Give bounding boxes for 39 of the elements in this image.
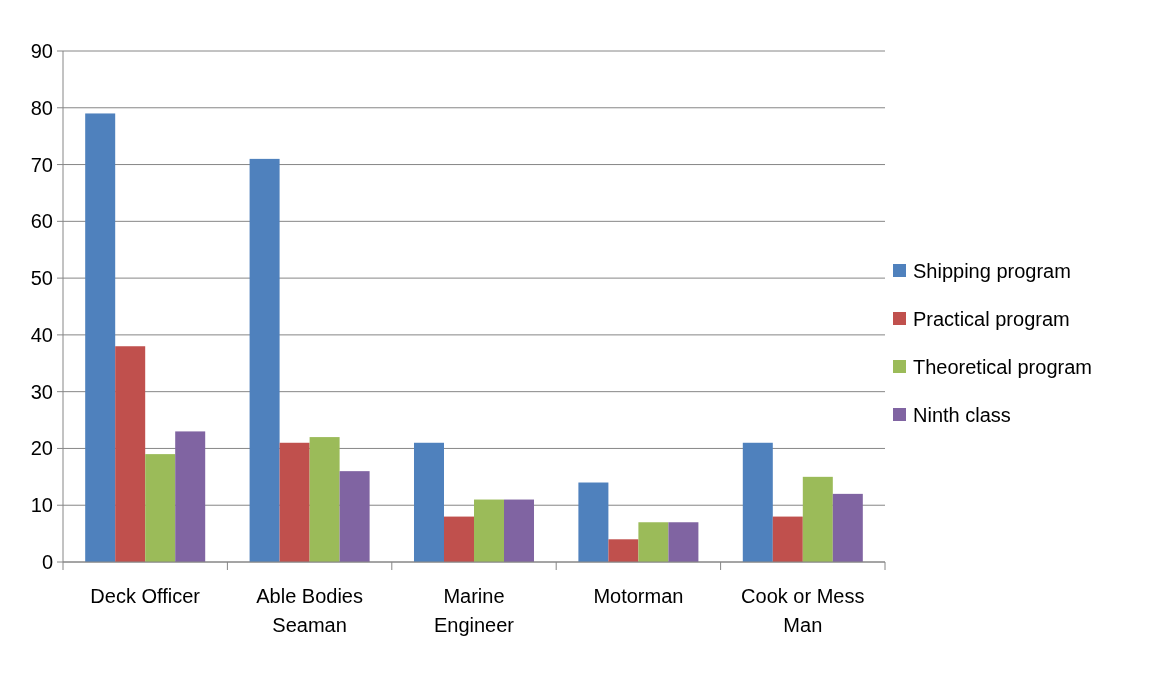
bar: [474, 499, 504, 562]
bar: [175, 431, 206, 562]
bar: [115, 346, 146, 562]
legend-label: Practical program: [913, 308, 1070, 330]
y-tick-label: 90: [30, 40, 53, 62]
bar: [742, 442, 773, 562]
bar: [608, 539, 639, 562]
bar: [339, 471, 370, 562]
y-tick-label: 80: [30, 96, 53, 119]
bar: [504, 499, 535, 562]
x-tick-label: Motorman: [593, 585, 684, 607]
bar: [413, 442, 444, 562]
bar: [145, 454, 176, 562]
x-tick-label: Cook or Mess Man: [741, 585, 865, 636]
bar: [638, 522, 669, 562]
x-tick-label: Marine Engineer: [433, 585, 515, 636]
bar: [772, 516, 803, 562]
bar: [85, 113, 116, 562]
bar: [279, 442, 310, 562]
legend-label: Theoretical program: [913, 356, 1092, 378]
bar: [668, 522, 699, 562]
x-tick-label: Deck Officer: [90, 585, 201, 607]
y-tick-label: 50: [30, 267, 53, 290]
bar: [249, 158, 280, 562]
y-tick-label: 20: [30, 437, 53, 460]
bar: [444, 516, 474, 562]
y-tick-label: 40: [30, 323, 53, 346]
bar: [309, 437, 340, 562]
x-tick-label: Able Bodies Seaman: [256, 585, 363, 636]
y-tick-label: 0: [41, 551, 53, 573]
legend-label: Ninth class: [913, 404, 1011, 426]
y-tick-label: 70: [30, 153, 53, 176]
y-tick-label: 10: [30, 494, 53, 517]
y-tick-label: 30: [30, 380, 53, 403]
bar: [832, 493, 863, 562]
bar: [578, 482, 609, 562]
legend-label: Shipping program: [913, 260, 1071, 282]
y-tick-label: 60: [30, 210, 53, 233]
bar: [802, 476, 833, 562]
